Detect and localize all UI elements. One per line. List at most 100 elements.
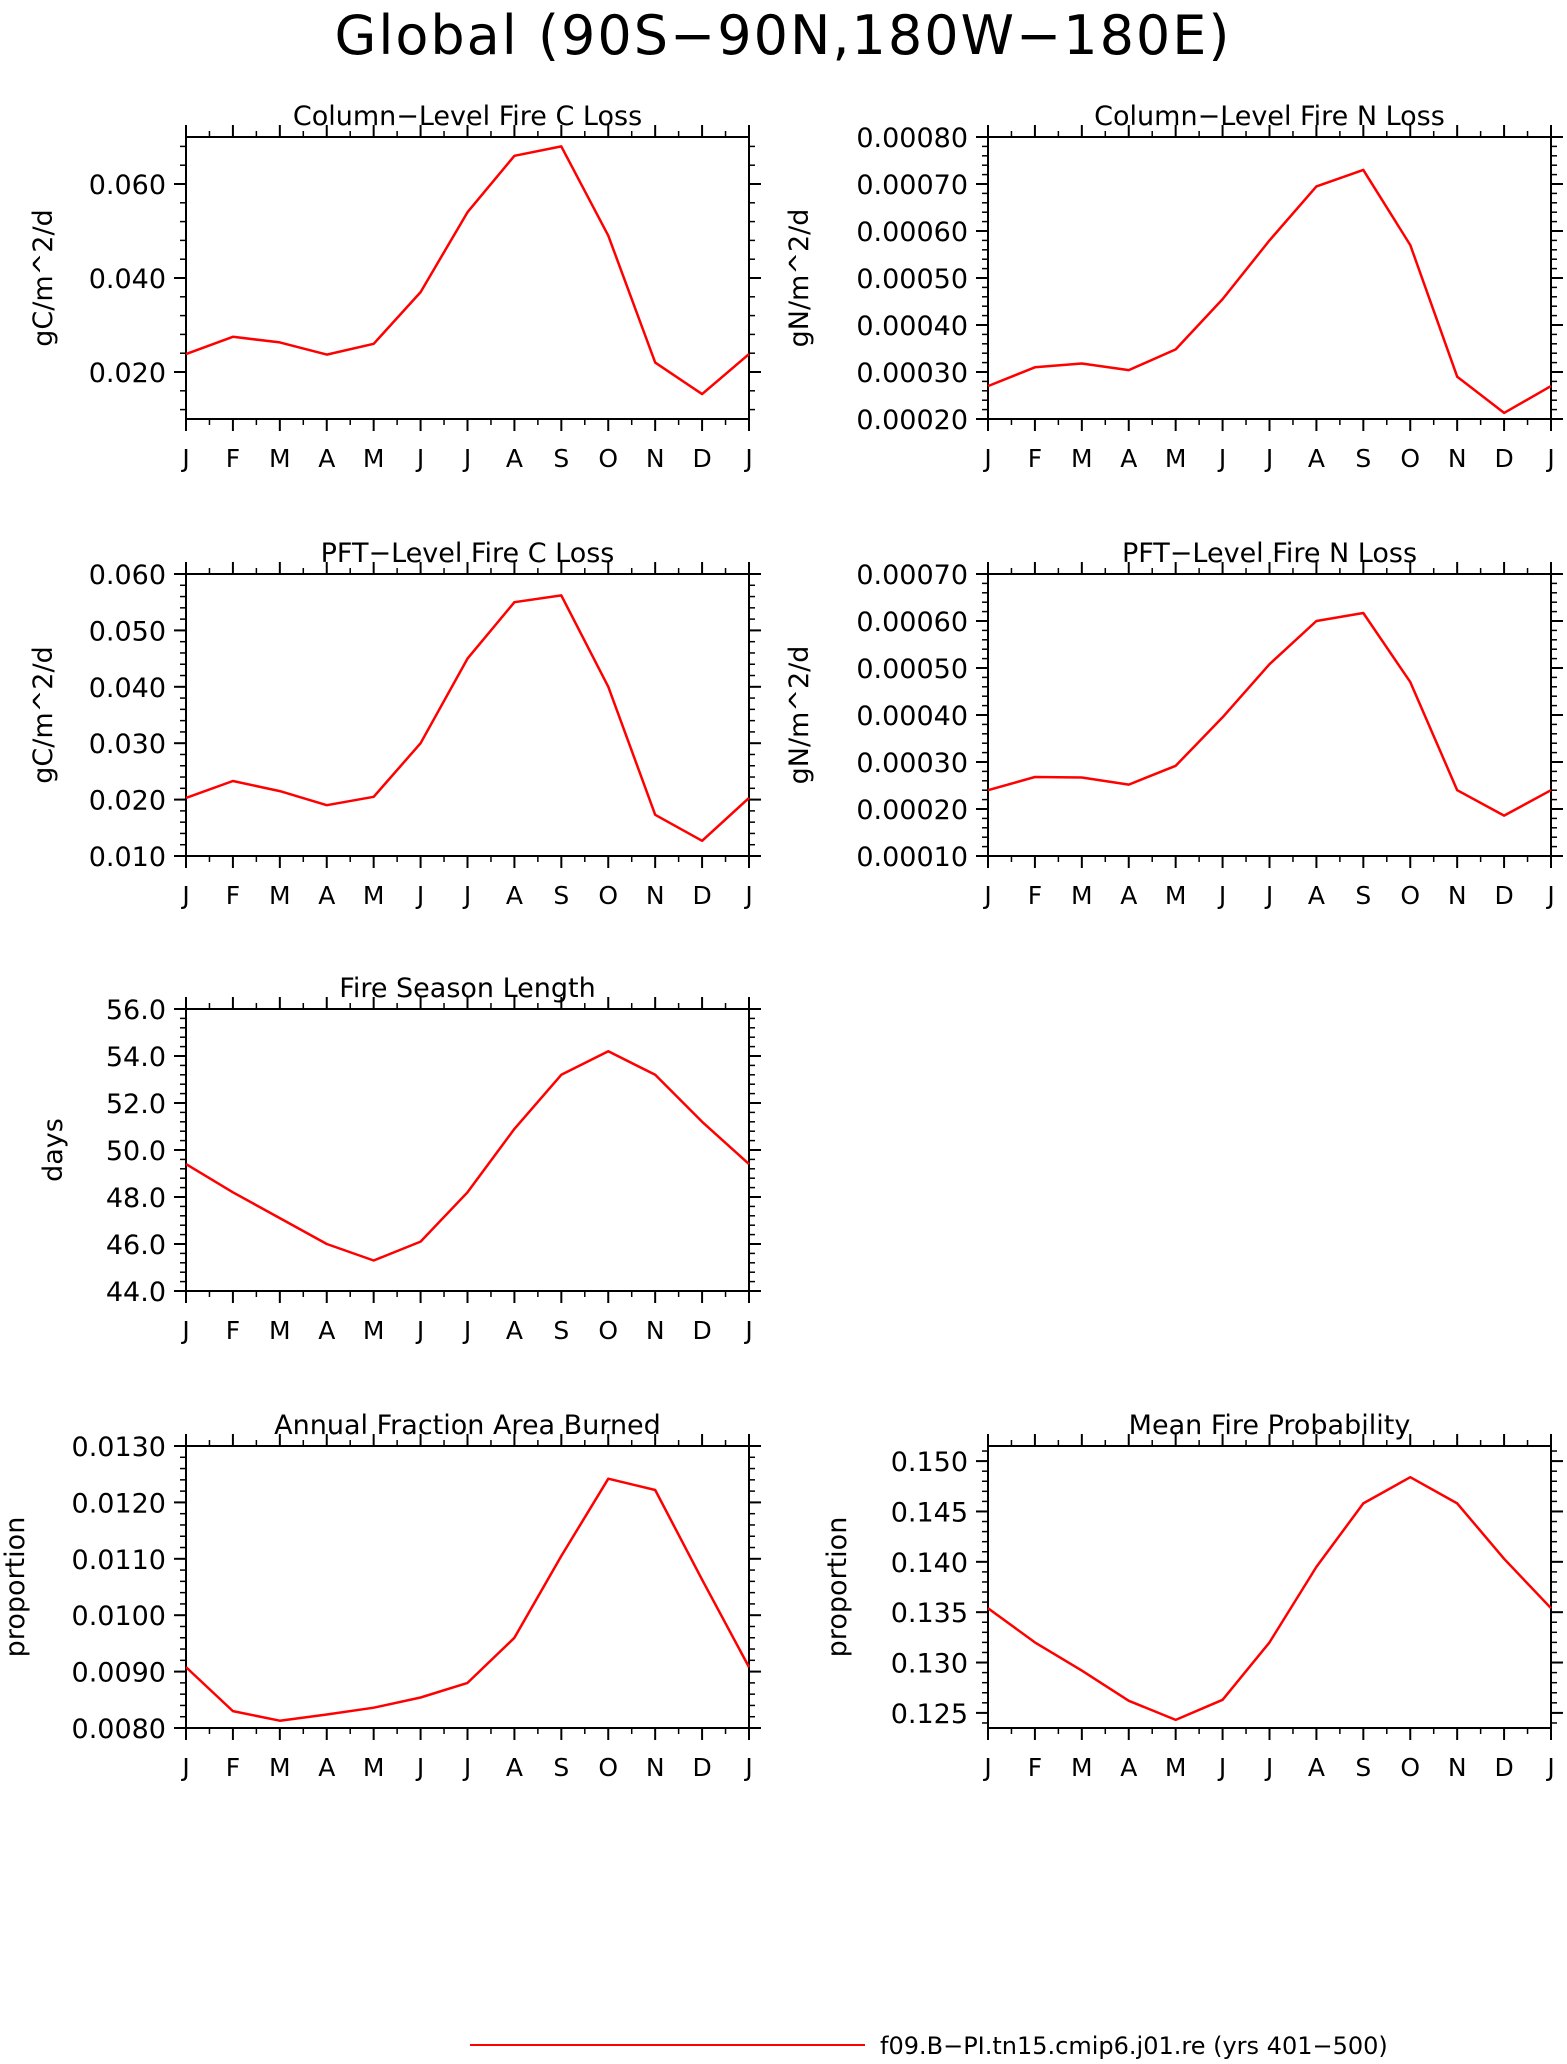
plot-frame xyxy=(185,136,750,420)
x-tick-label: J xyxy=(982,881,991,910)
x-tick-label: J xyxy=(743,444,752,473)
y-tick-label: 52.0 xyxy=(106,1089,166,1120)
y-axis-label: days xyxy=(38,1118,69,1182)
x-tick-label: J xyxy=(1217,1753,1226,1782)
y-axis-label: gC/m^2/d xyxy=(28,646,59,783)
x-tick-label: D xyxy=(1494,444,1513,473)
plot-frame xyxy=(185,1445,750,1729)
x-tick-label: F xyxy=(1028,881,1042,910)
x-tick-label: J xyxy=(462,881,471,910)
y-tick-label: 0.0110 xyxy=(72,1545,166,1576)
y-tick-label: 0.00020 xyxy=(856,405,968,436)
x-tick-label: O xyxy=(1400,881,1420,910)
x-tick-label: F xyxy=(1028,444,1042,473)
x-tick-label: J xyxy=(1217,881,1226,910)
y-tick-label: 0.150 xyxy=(891,1447,968,1478)
y-tick-label: 50.0 xyxy=(106,1136,166,1167)
y-tick-label: 0.135 xyxy=(891,1598,968,1629)
x-tick-label: S xyxy=(553,881,569,910)
x-tick-label: M xyxy=(1165,881,1187,910)
y-tick-label: 0.125 xyxy=(891,1699,968,1730)
x-tick-label: J xyxy=(462,1753,471,1782)
y-axis-label: proportion xyxy=(0,1517,31,1658)
y-tick-label: 0.00060 xyxy=(856,607,968,638)
x-tick-label: A xyxy=(506,881,523,910)
x-tick-label: A xyxy=(318,881,335,910)
x-tick-label: J xyxy=(1545,444,1554,473)
x-tick-label: S xyxy=(553,1753,569,1782)
x-tick-label: J xyxy=(180,881,189,910)
x-tick-label: A xyxy=(506,1316,523,1345)
x-tick-label: O xyxy=(598,881,618,910)
x-tick-label: J xyxy=(1264,1753,1273,1782)
y-tick-label: 0.020 xyxy=(89,358,166,389)
x-tick-label: M xyxy=(363,444,385,473)
x-tick-label: O xyxy=(598,1753,618,1782)
x-tick-label: N xyxy=(646,444,665,473)
x-tick-label: S xyxy=(1355,881,1371,910)
x-tick-label: M xyxy=(1071,1753,1093,1782)
x-tick-label: N xyxy=(1448,1753,1467,1782)
series-line xyxy=(185,1477,751,1722)
x-tick-label: S xyxy=(553,444,569,473)
y-axis-label: gN/m^2/d xyxy=(784,209,815,348)
y-tick-label: 0.00080 xyxy=(856,123,968,154)
x-tick-label: J xyxy=(982,1753,991,1782)
y-tick-label: 0.00070 xyxy=(856,170,968,201)
x-tick-label: J xyxy=(1545,881,1554,910)
y-tick-label: 0.130 xyxy=(891,1649,968,1680)
plot-frame xyxy=(185,573,750,857)
x-tick-label: A xyxy=(1308,1753,1325,1782)
x-tick-label: O xyxy=(1400,444,1420,473)
y-tick-label: 44.0 xyxy=(106,1277,166,1308)
x-tick-label: J xyxy=(462,444,471,473)
x-tick-label: N xyxy=(1448,881,1467,910)
x-tick-label: M xyxy=(1071,444,1093,473)
x-tick-label: A xyxy=(318,444,335,473)
x-tick-label: J xyxy=(743,881,752,910)
x-tick-label: J xyxy=(1264,444,1273,473)
x-tick-label: S xyxy=(1355,444,1371,473)
x-tick-label: M xyxy=(269,1753,291,1782)
y-tick-label: 0.0080 xyxy=(72,1714,166,1745)
x-tick-label: M xyxy=(1071,881,1093,910)
x-tick-label: J xyxy=(982,444,991,473)
x-tick-label: N xyxy=(646,1316,665,1345)
legend-label: f09.B−PI.tn15.cmip6.j01.re (yrs 401−500) xyxy=(880,2032,1388,2060)
x-tick-label: F xyxy=(226,1316,240,1345)
y-axis-label: gC/m^2/d xyxy=(28,209,59,346)
x-tick-label: A xyxy=(1120,1753,1137,1782)
y-tick-label: 0.00060 xyxy=(856,217,968,248)
x-tick-label: A xyxy=(506,1753,523,1782)
plot-frame xyxy=(987,1445,1552,1729)
plot-frame xyxy=(987,573,1552,857)
x-tick-label: J xyxy=(415,1316,424,1345)
x-tick-label: F xyxy=(226,444,240,473)
legend: f09.B−PI.tn15.cmip6.j01.re (yrs 401−500) xyxy=(470,2032,1388,2060)
plot-frame xyxy=(185,1008,750,1292)
y-tick-label: 0.00050 xyxy=(856,264,968,295)
y-tick-label: 46.0 xyxy=(106,1230,166,1261)
x-tick-label: A xyxy=(318,1753,335,1782)
y-tick-label: 0.00020 xyxy=(856,795,968,826)
x-tick-label: M xyxy=(363,1753,385,1782)
x-tick-label: A xyxy=(506,444,523,473)
x-tick-label: D xyxy=(1494,1753,1513,1782)
x-tick-label: J xyxy=(415,881,424,910)
y-tick-label: 0.00050 xyxy=(856,654,968,685)
x-tick-label: F xyxy=(226,881,240,910)
y-tick-label: 0.060 xyxy=(89,170,166,201)
series-line xyxy=(185,1050,750,1262)
x-tick-label: J xyxy=(1217,444,1226,473)
x-tick-label: A xyxy=(1308,444,1325,473)
x-tick-label: J xyxy=(415,1753,424,1782)
y-tick-label: 0.030 xyxy=(89,729,166,760)
y-tick-label: 0.020 xyxy=(89,786,166,817)
y-tick-label: 0.0120 xyxy=(72,1488,166,1519)
x-tick-label: J xyxy=(180,1753,189,1782)
y-tick-label: 56.0 xyxy=(106,995,166,1026)
